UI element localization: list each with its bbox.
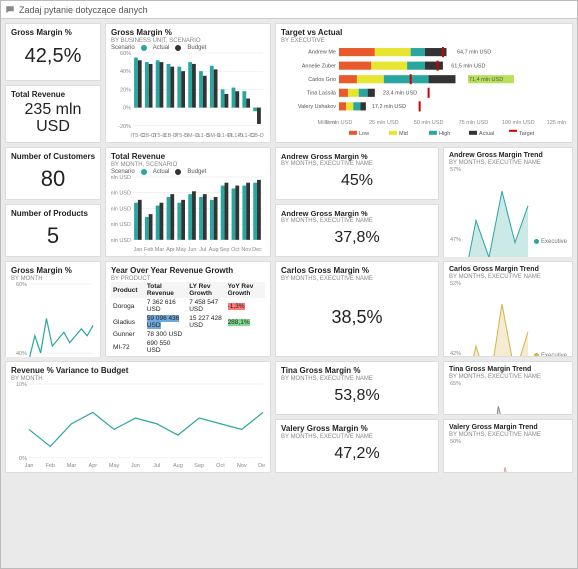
dashboard-grid: Gross Margin %42,5%Total Revenue235 mln … xyxy=(1,19,577,568)
ask-placeholder: Zadaj pytanie dotyczące danych xyxy=(19,5,148,15)
kpi-gross-margin[interactable]: Gross Margin %42,5% xyxy=(5,23,101,81)
svg-text:Annelie Zuber: Annelie Zuber xyxy=(302,63,336,69)
svg-text:100 mln USD: 100 mln USD xyxy=(502,120,535,126)
svg-text:57%: 57% xyxy=(450,167,461,173)
svg-text:125 mln USD: 125 mln USD xyxy=(547,120,567,126)
svg-text:50%: 50% xyxy=(450,439,461,445)
trend-carlos[interactable]: Carlos Gross Margin TrendBY MONTHS, EXEC… xyxy=(443,261,573,357)
svg-text:Millions: Millions xyxy=(318,120,337,126)
svg-text:60%: 60% xyxy=(16,282,27,288)
svg-text:Aug: Aug xyxy=(173,463,183,468)
svg-text:Jan: Jan xyxy=(25,463,34,468)
svg-text:Apr: Apr xyxy=(166,247,175,252)
svg-text:High: High xyxy=(439,131,450,137)
svg-text:Mar: Mar xyxy=(155,247,165,252)
pct-carlos[interactable]: Carlos Gross Margin %BY MONTHS, EXECUTIV… xyxy=(275,261,439,357)
pct-andrew[interactable]: Andrew Gross Margin %BY MONTHS, EXECUTIV… xyxy=(275,147,439,200)
yoy-table-card[interactable]: Year Over Year Revenue GrowthBY PRODUCTP… xyxy=(105,261,271,357)
svg-text:CB-D: CB-D xyxy=(250,133,263,138)
ask-bar[interactable]: Zadaj pytanie dotyczące danych xyxy=(1,1,577,19)
svg-text:50 mln USD: 50 mln USD xyxy=(414,120,444,126)
trend-valery[interactable]: Valery Gross Margin TrendBY MONTHS, EXEC… xyxy=(443,419,573,473)
svg-text:0 mln USD: 0 mln USD xyxy=(111,238,131,244)
svg-text:Jun: Jun xyxy=(131,463,140,468)
target-vs-actual[interactable]: Target vs ActualBY EXECUTIVEAndrew Me64,… xyxy=(275,23,573,143)
svg-text:Actual: Actual xyxy=(479,131,494,137)
svg-text:-20%: -20% xyxy=(118,124,131,130)
svg-text:Jul: Jul xyxy=(199,247,206,252)
variance-chart[interactable]: Revenue % Variance to BudgetBY MONTH10%0… xyxy=(5,361,271,473)
rev-month-chart[interactable]: Total RevenueBY MONTH, SCENARIOScenarioA… xyxy=(105,147,271,257)
svg-text:71,4 mln USD: 71,4 mln USD xyxy=(469,77,503,83)
svg-text:Mid: Mid xyxy=(399,131,408,137)
svg-text:Aug: Aug xyxy=(209,247,219,252)
svg-text:Carlos Grio: Carlos Grio xyxy=(308,77,336,83)
gm-bu-chart[interactable]: Gross Margin %BY BUSINESS UNIT, SCENARIO… xyxy=(105,23,271,143)
svg-text:Feb: Feb xyxy=(46,463,55,468)
svg-text:0%: 0% xyxy=(19,456,27,462)
svg-text:Oct: Oct xyxy=(216,463,225,468)
pct-valery[interactable]: Valery Gross Margin %BY MONTHS, EXECUTIV… xyxy=(275,419,439,473)
svg-text:Sep: Sep xyxy=(194,463,204,468)
svg-text:61,5 mln USD: 61,5 mln USD xyxy=(451,63,485,69)
svg-text:Dec: Dec xyxy=(252,247,262,252)
svg-text:Dec: Dec xyxy=(258,463,265,468)
svg-text:Jul: Jul xyxy=(153,463,160,468)
svg-text:Andrew Me: Andrew Me xyxy=(308,50,336,56)
svg-text:75 mln USD: 75 mln USD xyxy=(459,120,489,126)
svg-text:52%: 52% xyxy=(450,281,461,287)
dashboard-frame: Zadaj pytanie dotyczące danych Gross Mar… xyxy=(0,0,578,569)
svg-text:Nov: Nov xyxy=(241,247,251,252)
pct-tina[interactable]: Tina Gross Margin %BY MONTHS, EXECUTIVE … xyxy=(275,361,439,415)
pct-annele[interactable]: Andrew Gross Margin %BY MONTHS, EXECUTIV… xyxy=(275,204,439,257)
svg-text:Jun: Jun xyxy=(188,247,197,252)
svg-text:40%: 40% xyxy=(120,69,131,75)
svg-text:5 mln USD: 5 mln USD xyxy=(111,222,131,228)
svg-text:Sep: Sep xyxy=(220,247,230,252)
svg-text:23,4 mln USD: 23,4 mln USD xyxy=(383,91,417,97)
svg-text:20%: 20% xyxy=(120,88,131,94)
svg-text:Low: Low xyxy=(359,131,369,137)
kpi-customers[interactable]: Number of Customers80 xyxy=(5,147,101,200)
kpi-total-revenue[interactable]: Total Revenue235 mln USD xyxy=(5,85,101,143)
svg-text:Feb: Feb xyxy=(144,247,153,252)
svg-text:25 mln USD: 25 mln USD xyxy=(369,120,399,126)
svg-text:Nov: Nov xyxy=(237,463,247,468)
svg-text:60%: 60% xyxy=(120,51,131,57)
svg-text:64,7 mln USD: 64,7 mln USD xyxy=(457,50,491,56)
trend-tina[interactable]: Tina Gross Margin TrendBY MONTHS, EXECUT… xyxy=(443,361,573,415)
svg-text:May: May xyxy=(176,247,187,252)
svg-text:Mar: Mar xyxy=(67,463,77,468)
trend-tr_andrew[interactable]: Andrew Gross Margin TrendBY MONTHS, EXEC… xyxy=(443,147,573,257)
svg-text:Jan: Jan xyxy=(133,247,142,252)
svg-text:Target: Target xyxy=(519,131,535,137)
svg-text:0%: 0% xyxy=(123,106,131,112)
svg-text:Oct: Oct xyxy=(231,247,240,252)
svg-text:17,2 mln USD: 17,2 mln USD xyxy=(372,104,406,110)
svg-text:15 mln USD: 15 mln USD xyxy=(111,191,131,197)
svg-text:47%: 47% xyxy=(450,237,461,243)
svg-text:10%: 10% xyxy=(16,382,27,388)
svg-text:10 mln USD: 10 mln USD xyxy=(111,207,131,213)
kpi-products[interactable]: Number of Products5 xyxy=(5,204,101,257)
svg-text:40%: 40% xyxy=(16,351,27,357)
svg-text:65%: 65% xyxy=(450,381,461,387)
chat-icon xyxy=(5,5,15,15)
svg-text:42%: 42% xyxy=(450,351,461,357)
svg-text:May: May xyxy=(109,463,120,468)
svg-text:20 mln USD: 20 mln USD xyxy=(111,175,131,181)
gm-month-chart[interactable]: Gross Margin %BY MONTH60%40%20% xyxy=(5,261,101,357)
svg-text:Tina Lassila: Tina Lassila xyxy=(307,91,337,97)
svg-text:Valery Ushakov: Valery Ushakov xyxy=(298,104,336,110)
svg-text:Apr: Apr xyxy=(89,463,98,468)
